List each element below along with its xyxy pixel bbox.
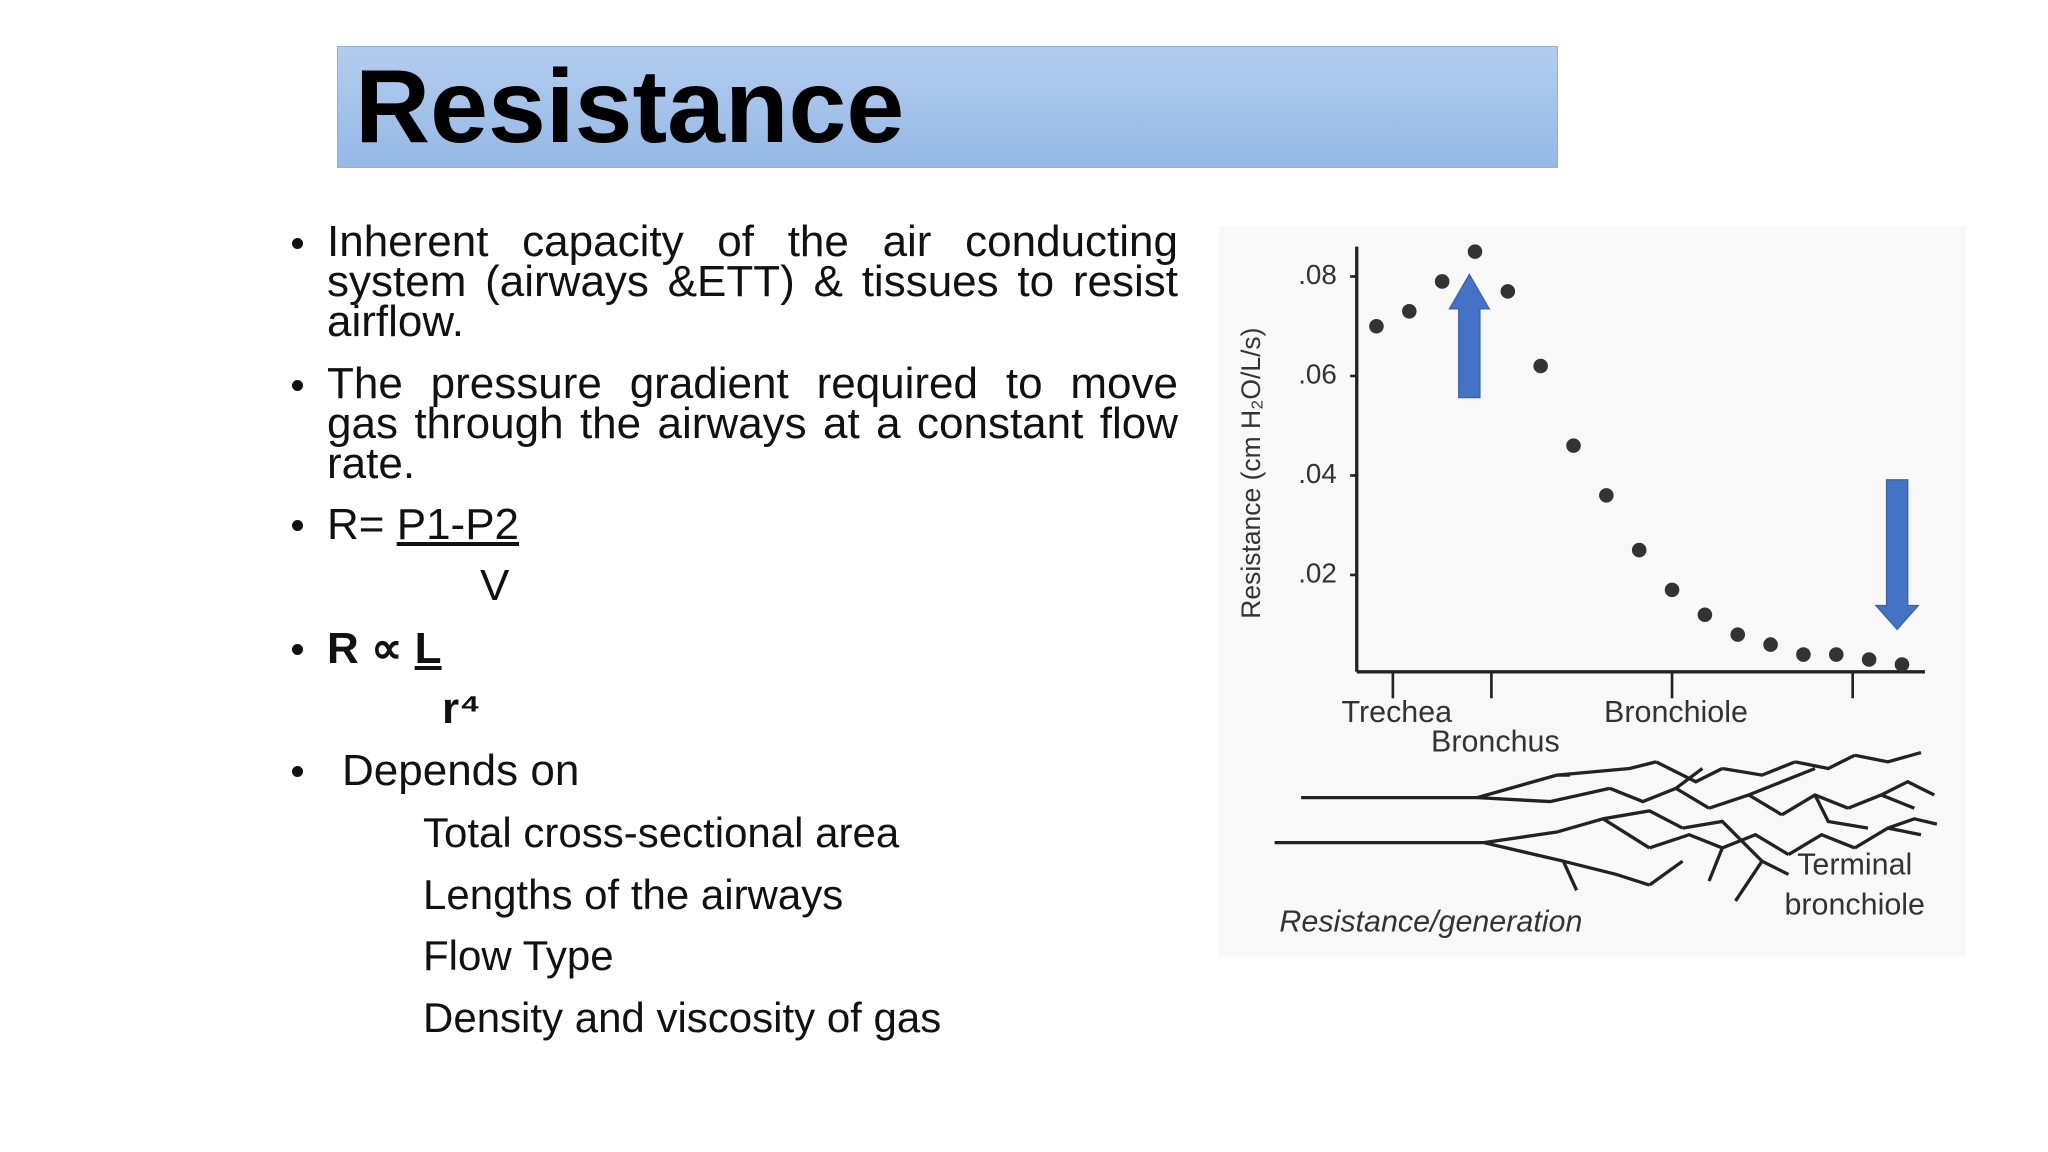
data-point <box>1861 652 1877 667</box>
bullet-dot <box>292 766 303 777</box>
data-point <box>1500 284 1516 299</box>
chart-background <box>1219 225 1966 957</box>
down-arrow <box>1874 479 1920 631</box>
annotation: bronchiole <box>1784 887 1925 921</box>
title-band <box>337 46 1558 168</box>
definition: The pressure gradient required to move g… <box>327 359 1178 488</box>
bullet-dot <box>292 238 303 249</box>
data-point <box>1796 647 1811 662</box>
formula: R= P1-P2 <box>327 500 519 550</box>
data-point <box>1599 488 1614 503</box>
x-tick-label: Trechea <box>1342 695 1453 729</box>
list-heading: Depends on <box>342 746 580 795</box>
formula-denominator: r⁴ <box>442 684 481 733</box>
list-item: Flow Type <box>423 932 614 979</box>
formula-denominator: V <box>480 561 510 610</box>
data-point <box>1894 657 1910 672</box>
list-item: Lengths of the airways <box>423 871 844 918</box>
formula-lhs: R= <box>327 500 385 549</box>
formula-lhs: R ∝ <box>327 624 403 673</box>
data-point <box>1402 304 1417 319</box>
data-point <box>1664 582 1680 598</box>
data-point <box>1828 647 1844 662</box>
bullet-dot <box>292 520 303 531</box>
formula-numerator: L <box>414 624 442 673</box>
data-point <box>1631 542 1647 558</box>
annotation: Terminal <box>1797 848 1912 882</box>
airway-tree <box>1274 750 1938 902</box>
bullet-dot <box>292 644 303 655</box>
data-point <box>1697 607 1713 623</box>
data-point <box>1369 318 1384 334</box>
up-arrow <box>1448 273 1491 399</box>
bullet-dot <box>292 380 303 391</box>
data-point <box>1533 358 1548 374</box>
y-axis-title: Resistance (cm H₂O/L/s) <box>1236 328 1266 619</box>
arrows <box>1448 273 1920 631</box>
data-point <box>1730 627 1746 642</box>
y-tick-label: .06 <box>1298 358 1337 389</box>
slide-title: Resistance <box>355 49 905 165</box>
data-point <box>1566 438 1581 453</box>
list-item: Total cross-sectional area <box>423 809 900 856</box>
x-tick-label: Bronchus <box>1431 724 1560 758</box>
y-tick-label: .04 <box>1298 458 1337 489</box>
data-point <box>1434 274 1450 289</box>
formula-numerator: P1-P2 <box>396 500 520 549</box>
y-tick-label: .02 <box>1298 557 1337 588</box>
x-tick-label: Bronchiole <box>1604 695 1748 729</box>
data-point <box>1467 244 1483 259</box>
caption: Resistance/generation <box>1279 904 1582 938</box>
y-tick-label: .08 <box>1298 259 1337 290</box>
list-item: Density and viscosity of gas <box>423 994 942 1041</box>
definition: Inherent capacity of the air conducting … <box>327 217 1178 346</box>
formula: R ∝ L <box>327 624 442 674</box>
data-point <box>1763 637 1778 652</box>
